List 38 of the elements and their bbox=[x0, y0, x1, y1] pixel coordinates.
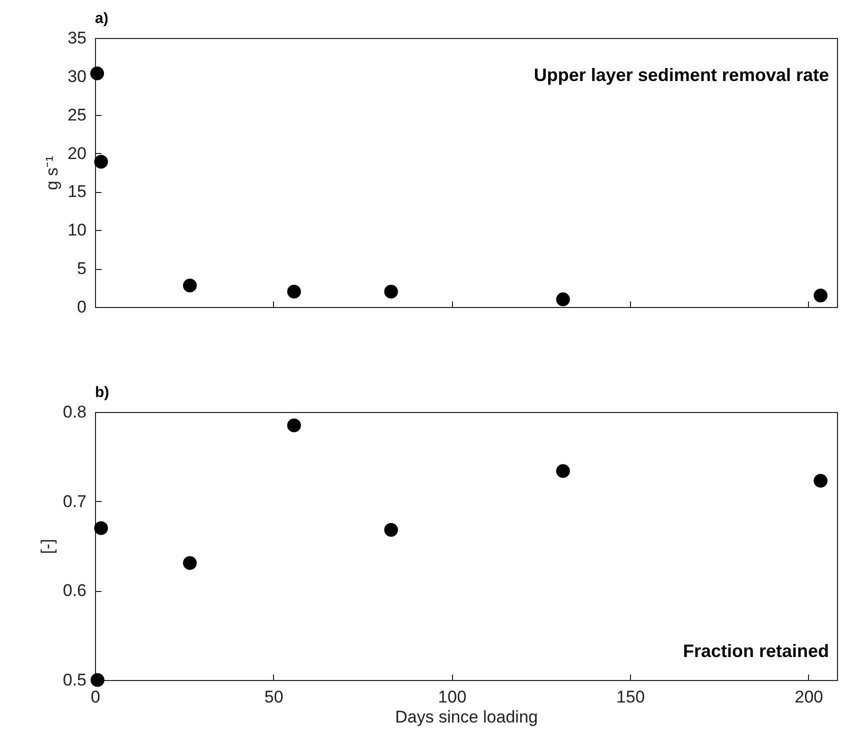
x-tick-label: 50 bbox=[264, 688, 284, 706]
y-axis-title: g s⁻¹ bbox=[42, 155, 62, 190]
point bbox=[90, 66, 104, 80]
y-tick-label: 0.5 bbox=[62, 670, 86, 690]
y-tick-label: 30 bbox=[68, 66, 86, 86]
point bbox=[90, 673, 104, 687]
point bbox=[94, 154, 108, 169]
x-tick-label: 150 bbox=[616, 688, 645, 706]
annotation: Upper layer sediment removal rate bbox=[534, 65, 829, 85]
point bbox=[287, 418, 301, 432]
point bbox=[183, 556, 197, 570]
y-tick-label: 25 bbox=[68, 105, 86, 124]
annotation: Fraction retained bbox=[682, 641, 829, 661]
x-axis-title: Days since loading bbox=[395, 708, 538, 726]
point bbox=[556, 292, 570, 306]
point bbox=[556, 464, 570, 478]
y-tick-label: 0.8 bbox=[62, 402, 86, 422]
point bbox=[183, 278, 197, 292]
x-tick-label: 100 bbox=[438, 688, 466, 706]
chart-title: a) bbox=[95, 10, 108, 27]
y-tick-label: 10 bbox=[68, 220, 86, 240]
y-tick-label: 0 bbox=[77, 298, 86, 316]
y-tick-label: 20 bbox=[68, 144, 86, 163]
chart-title: b) bbox=[95, 384, 110, 401]
point bbox=[814, 288, 828, 302]
y-tick-label: 0.6 bbox=[62, 581, 86, 600]
point bbox=[287, 284, 301, 299]
x-tick-label: 200 bbox=[794, 688, 824, 706]
y-tick-label: 15 bbox=[68, 182, 86, 202]
point bbox=[814, 474, 828, 488]
y-axis-title: [-] bbox=[38, 538, 57, 554]
y-tick-label: 5 bbox=[77, 259, 86, 278]
point bbox=[94, 521, 108, 536]
y-tick-label: 0.7 bbox=[62, 492, 86, 511]
y-tick-label: 35 bbox=[68, 28, 86, 48]
point bbox=[384, 523, 398, 537]
x-tick-label: 0 bbox=[90, 688, 100, 706]
point bbox=[384, 284, 398, 299]
